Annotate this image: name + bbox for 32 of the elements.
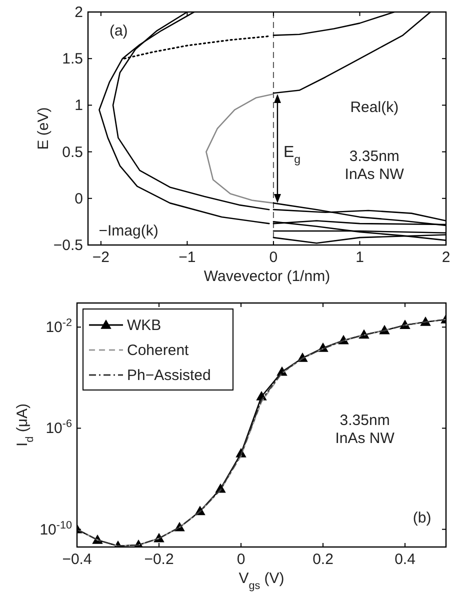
x-tick-label: 0 (236, 551, 246, 568)
x-tick-label: −0.4 (62, 551, 92, 568)
legend-label: Ph−Assisted (127, 367, 211, 384)
y-tick-label: 1 (74, 97, 83, 114)
x-tick-label: −0.2 (144, 551, 174, 568)
annotation: E$_{g}$ (283, 144, 301, 166)
y-tick-label: −0.5 (53, 237, 83, 254)
y-tick-label: 2 (74, 4, 83, 21)
x-tick-label: 1 (356, 249, 364, 266)
y-tick-label: 0 (74, 190, 83, 208)
y-tick-label: 10$^{-6}$ (46, 418, 72, 438)
x-tick-label: 0 (269, 249, 278, 266)
y-tick-label: 10$^{-2}$ (46, 317, 72, 336)
legend-label: Coherent (127, 342, 190, 359)
x-tick-label: 0.2 (312, 551, 334, 568)
y-tick-label: 0.5 (62, 144, 83, 161)
annotation: −Imag(k) (98, 222, 158, 240)
x-axis-title: Wavevector (1/nm) (204, 268, 330, 285)
x-tick-label: 2 (442, 249, 450, 266)
x-tick-label: −1 (178, 249, 196, 266)
y-tick-label: 10$^{-10}$ (40, 519, 72, 538)
annotation: (a) (109, 22, 128, 40)
legend-label: WKB (127, 317, 162, 334)
x-tick-label: −2 (92, 249, 110, 266)
annotation: (b) (412, 510, 432, 527)
annotation: 3.35nm InAs NW (344, 148, 405, 184)
y-tick-label: 1.5 (62, 50, 83, 68)
x-tick-label: 0.4 (394, 551, 416, 568)
annotation: Real(k) (350, 99, 399, 116)
y-axis-title: E (eV) (35, 107, 52, 150)
annotation: 3.35nm InAs NW (335, 412, 396, 447)
x-axis-title: V$_{gs}$ (V) (238, 570, 284, 592)
